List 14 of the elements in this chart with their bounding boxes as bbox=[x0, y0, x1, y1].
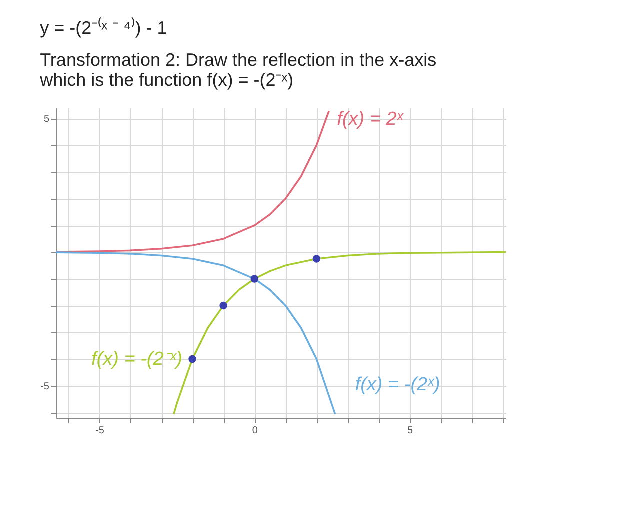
chart-title: y = -(2⁻⁽ˣ ⁻ ⁴⁾) - 1 bbox=[40, 17, 168, 38]
line-series bbox=[56, 252, 336, 416]
line-series bbox=[56, 110, 330, 253]
chart-subtitle: Transformation 2: Draw the reflection in the x-axis which is the function f(x) = -(2⁻ˣ) bbox=[39, 50, 437, 90]
x-tick-label: 5 bbox=[408, 426, 414, 436]
point bbox=[188, 355, 196, 364]
point bbox=[312, 255, 321, 263]
series-label: f(x) = 2ˣ bbox=[337, 109, 405, 130]
point bbox=[250, 275, 258, 283]
series-label: f(x) = -(2ˣ) bbox=[355, 374, 440, 396]
x-tick-label: -5 bbox=[95, 426, 105, 436]
x-tick-label: 0 bbox=[252, 426, 258, 436]
point bbox=[220, 302, 228, 310]
series-label: f(x) = -(2⁻ˣ) bbox=[92, 349, 183, 370]
